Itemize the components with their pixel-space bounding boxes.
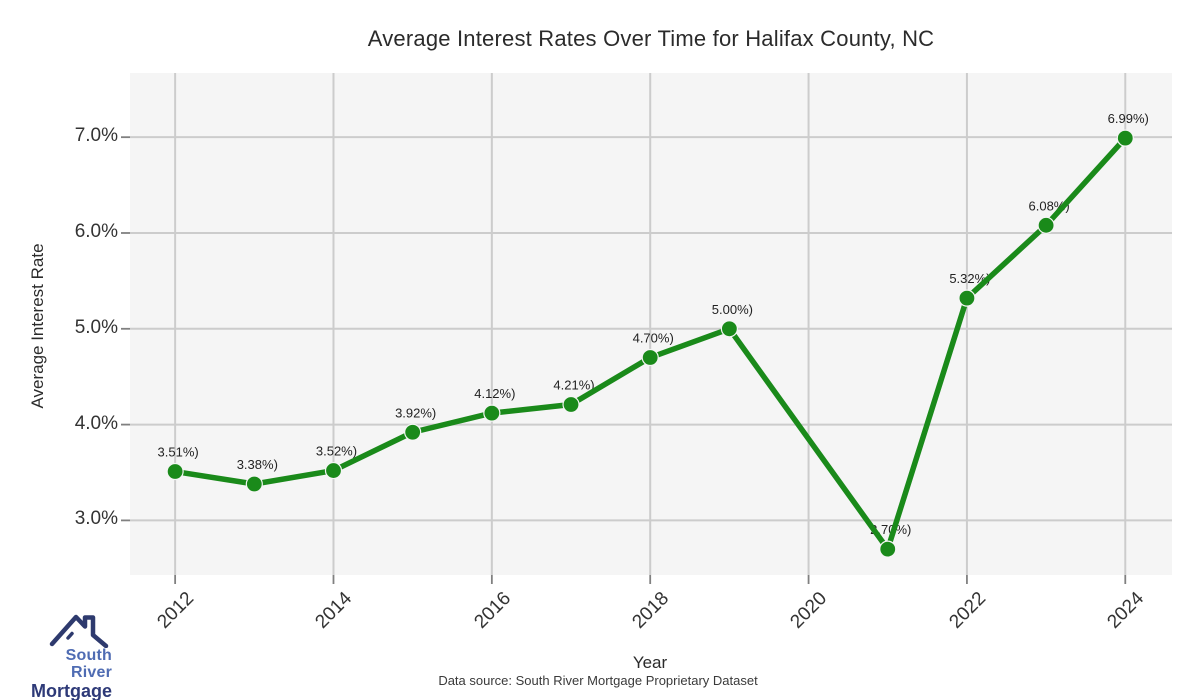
- y-tick-label: 7.0%: [74, 125, 118, 147]
- data-point-marker: [245, 475, 263, 493]
- data-point-marker: [562, 395, 580, 414]
- data-point-label: 4.12%): [474, 386, 515, 401]
- data-point-marker: [166, 462, 184, 481]
- data-point-marker: [483, 404, 501, 422]
- data-point-marker: [879, 540, 897, 558]
- x-axis-title: Year: [632, 653, 668, 672]
- data-point-label: 3.38%): [237, 457, 278, 472]
- south-river-mortgage-logo: South River Mortgage: [24, 610, 112, 700]
- data-point-label: 2.70%): [870, 522, 911, 537]
- chart-title: Average Interest Rates Over Time for Hal…: [367, 26, 935, 51]
- data-point-marker: [324, 461, 343, 480]
- data-point-marker: [1116, 129, 1134, 147]
- data-point-marker: [720, 320, 738, 338]
- data-point-label: 3.51%): [158, 445, 199, 460]
- data-point-marker: [958, 289, 976, 307]
- house-roof-icon: [49, 614, 109, 648]
- data-point-marker: [404, 423, 422, 441]
- data-point-marker: [1037, 216, 1055, 234]
- data-point-label: 4.70%): [633, 331, 674, 346]
- y-tick-label: 5.0%: [74, 316, 118, 338]
- y-axis-title: Average Interest Rate: [28, 243, 47, 409]
- data-point-label: 4.21%): [553, 377, 594, 392]
- data-point-label: 3.92%): [395, 405, 436, 420]
- data-source-caption: Data source: South River Mortgage Propri…: [438, 673, 758, 688]
- data-point-label: 5.00%): [712, 302, 753, 317]
- data-point-label: 6.99%): [1108, 111, 1149, 126]
- data-point-marker: [641, 348, 659, 367]
- data-point-label: 3.52%): [316, 444, 357, 459]
- interest-rate-line: [172, 135, 1129, 552]
- y-tick-label: 6.0%: [74, 220, 118, 242]
- y-tick-label: 3.0%: [74, 508, 118, 530]
- logo-text-line1: South River: [65, 647, 112, 681]
- logo-text-line2: Mortgage: [31, 680, 112, 700]
- y-tick-label: 4.0%: [74, 412, 118, 434]
